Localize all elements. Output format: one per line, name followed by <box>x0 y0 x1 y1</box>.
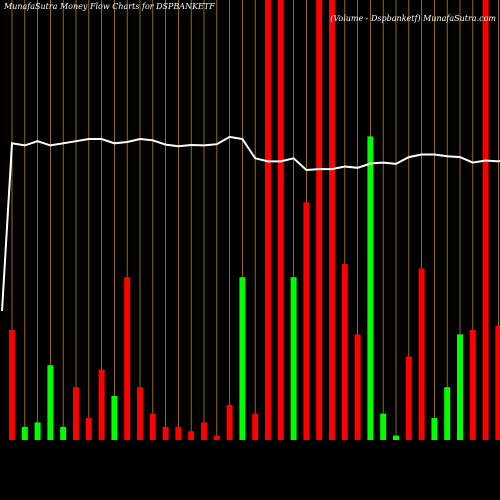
volume-bar <box>137 387 143 440</box>
volume-bar <box>239 277 246 440</box>
volume-bar <box>316 0 323 440</box>
volume-bar <box>469 330 476 440</box>
volume-bar <box>354 334 361 440</box>
volume-bar <box>175 426 182 440</box>
volume-bar <box>98 369 105 440</box>
volume-bar <box>367 136 374 440</box>
volume-bar <box>277 0 284 440</box>
volume-bar <box>213 435 220 440</box>
volume-bar <box>34 422 41 440</box>
chart-subtitle: (Volume - Dspbanketf) MunafaSutra.com <box>330 14 496 23</box>
volume-bar <box>226 404 233 440</box>
volume-bar <box>457 334 463 440</box>
volume-bar <box>124 277 131 440</box>
volume-bar <box>482 0 489 440</box>
volume-bar <box>495 325 500 440</box>
volume-bar <box>265 0 271 440</box>
volume-bar <box>188 431 195 440</box>
volume-bar <box>47 365 54 440</box>
volume-bar <box>444 387 451 440</box>
volume-bar <box>329 0 335 440</box>
volume-bar <box>418 268 425 440</box>
volume-bar <box>431 418 438 440</box>
volume-bars <box>9 0 500 440</box>
volume-bar <box>303 202 310 440</box>
chart-title: MunafaSutra Money Flow Charts for DSPBAN… <box>3 2 215 11</box>
volume-bar <box>201 422 207 440</box>
volume-bar <box>9 330 15 440</box>
volume-bar <box>380 413 387 440</box>
volume-bar <box>21 426 28 440</box>
volume-bar <box>252 413 259 440</box>
volume-bar <box>73 387 79 440</box>
volume-bar <box>162 426 169 440</box>
volume-bar <box>405 356 412 440</box>
volume-bar <box>149 413 156 440</box>
volume-bar <box>290 277 297 440</box>
price-line <box>1 135 500 312</box>
volume-bar <box>393 435 399 440</box>
volume-bar <box>111 396 118 440</box>
volume-bar <box>85 418 92 440</box>
volume-bar <box>341 264 348 440</box>
volume-bar <box>60 426 67 440</box>
